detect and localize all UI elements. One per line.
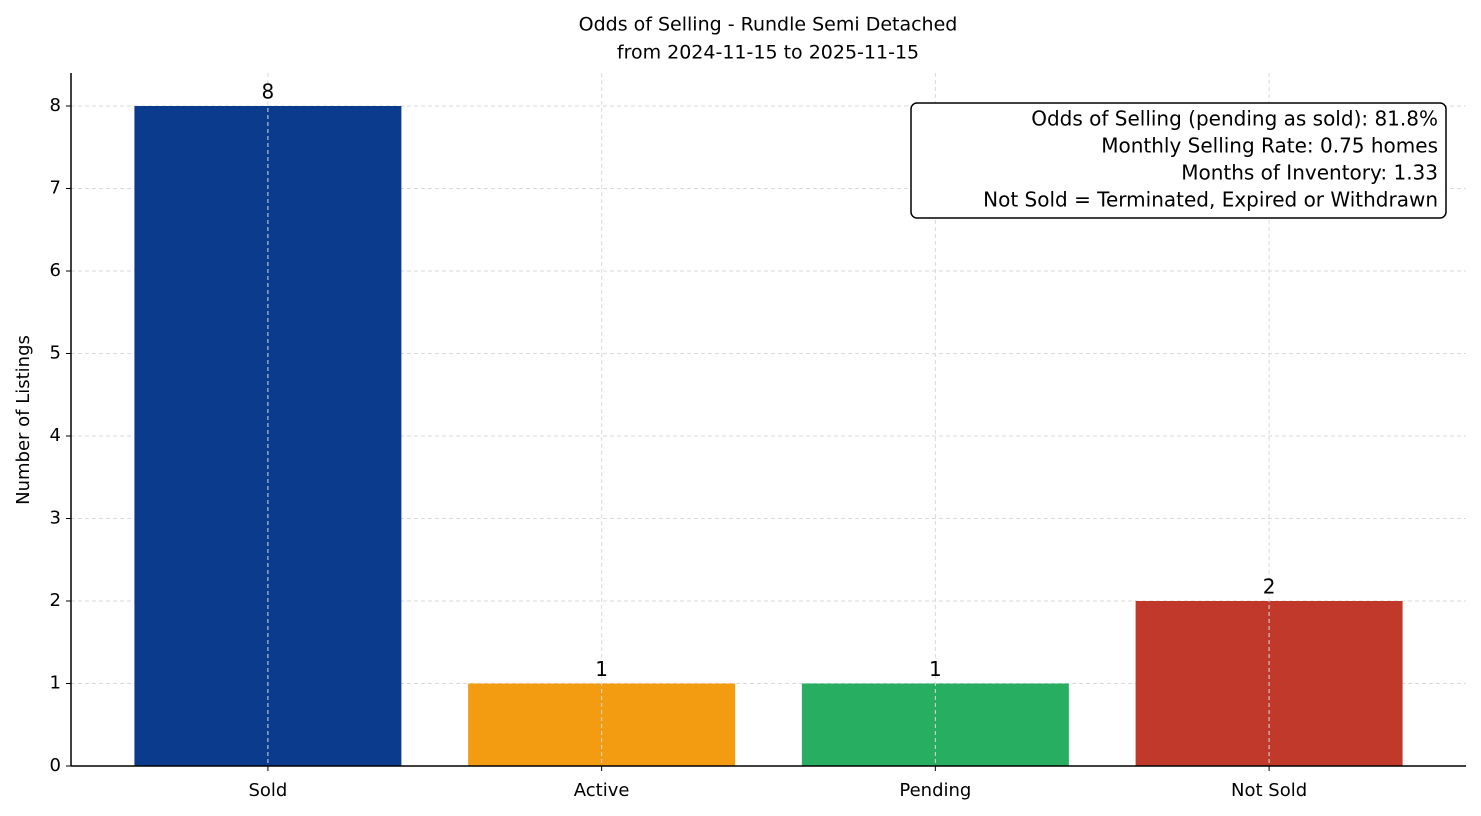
- y-tick-label: 3: [50, 508, 61, 529]
- annotation-line: Odds of Selling (pending as sold): 81.8%: [1031, 107, 1438, 131]
- value-label: 1: [595, 657, 608, 681]
- chart-title: Odds of Selling - Rundle Semi Detached: [579, 14, 958, 36]
- y-tick-label: 4: [50, 425, 61, 446]
- x-tick-label: Pending: [899, 780, 971, 801]
- bar: [134, 106, 402, 766]
- annotation-line: Months of Inventory: 1.33: [1181, 161, 1438, 185]
- value-label: 2: [1263, 575, 1276, 599]
- chart-subtitle: from 2024-11-15 to 2025-11-15: [617, 42, 919, 64]
- y-tick-label: 1: [50, 673, 61, 694]
- value-label: 1: [929, 657, 942, 681]
- x-tick-label: Not Sold: [1231, 780, 1307, 801]
- y-tick-label: 5: [50, 343, 61, 364]
- y-tick-label: 2: [50, 590, 61, 611]
- annotation-box: [910, 102, 1447, 219]
- value-label: 8: [262, 80, 275, 104]
- y-tick-label: 6: [50, 260, 61, 281]
- x-tick-label: Sold: [248, 780, 287, 801]
- annotation-line: Monthly Selling Rate: 0.75 homes: [1101, 134, 1438, 158]
- x-tick-label: Active: [574, 780, 630, 801]
- y-tick-label: 7: [50, 178, 61, 199]
- y-tick-label: 0: [50, 755, 61, 776]
- y-tick-label: 8: [50, 95, 61, 116]
- annotation-line: Not Sold = Terminated, Expired or Withdr…: [983, 188, 1438, 212]
- y-axis-label: Number of Listings: [13, 335, 34, 505]
